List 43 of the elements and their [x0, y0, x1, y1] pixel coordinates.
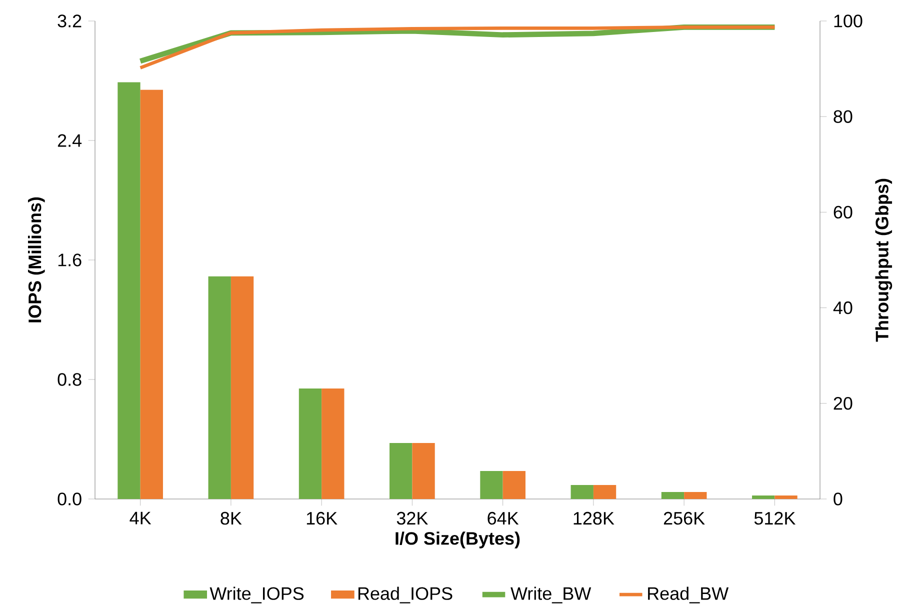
y-tick-label: 2.4 — [58, 134, 82, 147]
x-tick-label: 128K — [574, 512, 614, 525]
y-tick-label: 0.0 — [58, 492, 82, 506]
bar — [298, 388, 322, 499]
bar — [593, 484, 616, 499]
bar — [230, 276, 254, 499]
y2-axis-title: Throughput (Gbps) — [875, 178, 892, 342]
line-series — [138, 26, 776, 70]
x-axis-title: I/O Size(Bytes) — [396, 532, 520, 548]
y2-tick-label: 0 — [834, 492, 842, 506]
x-tick-label: 8K — [220, 512, 242, 525]
bar — [570, 484, 594, 499]
legend-label: Write_BW — [510, 586, 592, 604]
bar — [752, 496, 775, 499]
x-tick-label: 256K — [664, 512, 705, 525]
x-tick-label: 64K — [488, 512, 519, 525]
bar — [661, 492, 684, 499]
y-tick-label: 0.8 — [58, 373, 82, 386]
bar — [322, 388, 344, 499]
legend-label: Read_BW — [648, 586, 729, 604]
y2-tick-label: 100 — [834, 14, 862, 28]
y2-tick-label: 60 — [834, 206, 852, 219]
bar — [412, 442, 435, 499]
y-tick-label: 3.2 — [58, 14, 82, 28]
bar — [390, 442, 412, 499]
y-axis-title: IOPS (Millions) — [28, 197, 45, 322]
x-tick-label: 4K — [130, 512, 152, 524]
bar — [684, 492, 707, 499]
y2-tick-label: 80 — [834, 110, 852, 123]
x-tick-label: 32K — [396, 512, 428, 525]
bar — [118, 82, 140, 499]
y2-tick-label: 20 — [834, 397, 852, 410]
x-tick-label: 512K — [754, 512, 796, 525]
y2-tick-label: 40 — [833, 301, 852, 314]
legend-label: Read_IOPS — [358, 586, 452, 604]
bar — [502, 471, 526, 499]
legend-label: Write_IOPS — [210, 586, 304, 604]
x-tick-label: 16K — [306, 512, 338, 525]
bar — [480, 471, 503, 499]
y-tick-label: 1.6 — [58, 254, 82, 266]
bar — [208, 276, 231, 499]
bar — [140, 90, 163, 499]
bar — [774, 496, 798, 499]
